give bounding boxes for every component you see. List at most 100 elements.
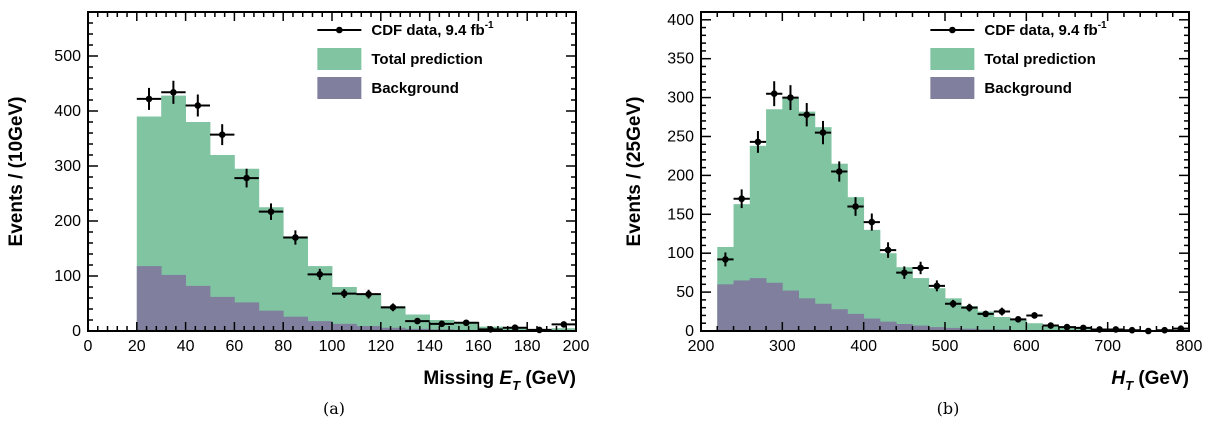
legend-label: Total prediction xyxy=(371,51,482,68)
legend-entry-total-prediction: Total prediction xyxy=(317,48,483,70)
data-point xyxy=(1042,322,1059,329)
legend-swatch xyxy=(317,48,362,70)
data-point xyxy=(307,268,332,280)
marker xyxy=(917,264,924,272)
legend-entry-background: Background xyxy=(930,77,1072,99)
data-point xyxy=(258,203,284,220)
y-tick-label: 400 xyxy=(54,103,81,120)
y-tick-label: 100 xyxy=(667,245,694,262)
marker xyxy=(218,131,226,138)
data-point xyxy=(283,230,308,245)
data-point xyxy=(1026,312,1043,319)
legend-label-main: CDF data, 9.4 fb xyxy=(984,22,1097,39)
data-point xyxy=(896,266,913,279)
histogram-bar xyxy=(847,313,865,331)
histogram-bar xyxy=(1026,323,1043,331)
data-point xyxy=(733,189,750,209)
histogram-bar xyxy=(798,111,816,331)
marker xyxy=(170,89,177,96)
histogram-bar xyxy=(405,328,430,331)
marker xyxy=(365,290,372,298)
panel-caption: (b) xyxy=(937,399,960,418)
data-point xyxy=(405,317,430,325)
histogram-bar xyxy=(782,97,799,332)
marker xyxy=(389,304,397,311)
histogram-bar xyxy=(928,327,946,331)
legend-marker-dot xyxy=(336,26,343,34)
data-point xyxy=(717,252,734,267)
data-points xyxy=(717,81,1189,335)
marker xyxy=(754,138,762,146)
x-tick-label: 120 xyxy=(367,338,394,355)
data-point xyxy=(454,319,479,327)
data-point xyxy=(234,168,259,188)
x-tick-label: 200 xyxy=(688,338,715,355)
histogram-bar xyxy=(831,163,848,331)
histogram-bar xyxy=(283,236,308,331)
marker xyxy=(787,94,794,101)
histogram-bar xyxy=(356,293,382,331)
marker xyxy=(966,304,973,311)
histogram-bar xyxy=(136,266,162,331)
data-point xyxy=(961,303,978,312)
x-tick-label: 40 xyxy=(177,338,195,355)
data-point xyxy=(1075,324,1092,332)
legend-marker-dot xyxy=(949,26,956,34)
histogram-bar xyxy=(766,282,783,331)
x-axis-title-unit: (GeV) xyxy=(520,368,576,389)
marker xyxy=(835,168,843,175)
x-tick-label: 0 xyxy=(84,338,93,355)
x-tick-label: 400 xyxy=(850,338,877,355)
legend-entry-total-prediction: Total prediction xyxy=(930,48,1096,70)
marker xyxy=(722,256,729,263)
x-tick-label: 140 xyxy=(416,338,443,355)
data-point xyxy=(863,213,880,231)
histogram-bar xyxy=(879,321,897,331)
legend-label-superscript: -1 xyxy=(1098,20,1107,31)
histogram-bar xyxy=(912,278,930,331)
y-tick-label: 0 xyxy=(685,323,694,340)
histogram-bar xyxy=(961,328,978,331)
x-tick-label: 160 xyxy=(465,338,492,355)
x-axis-title-variable: H xyxy=(1111,368,1126,389)
marker xyxy=(884,246,892,254)
data-point xyxy=(1058,323,1076,331)
series-total-prediction xyxy=(717,97,1190,332)
series-background xyxy=(136,266,577,331)
histogram-bar xyxy=(977,311,995,331)
marker xyxy=(438,320,446,328)
histogram-bar xyxy=(258,310,284,331)
marker xyxy=(1047,322,1055,329)
legend-swatch xyxy=(930,77,975,99)
data-point xyxy=(847,197,864,216)
histogram-bar xyxy=(161,274,186,331)
y-tick-label: 300 xyxy=(667,90,694,107)
histogram-bar xyxy=(749,278,767,331)
marker xyxy=(267,208,275,215)
x-tick-label: 500 xyxy=(932,338,959,355)
legend-entry-data: CDF data, 9.4 fb-1 xyxy=(317,20,494,39)
y-tick-label: 500 xyxy=(54,48,81,65)
data-point xyxy=(814,120,832,145)
data-point xyxy=(185,94,210,117)
panel-caption: (a) xyxy=(323,399,345,418)
data-point xyxy=(551,321,576,328)
data-point xyxy=(912,261,929,275)
marker xyxy=(949,300,957,308)
histogram-bar xyxy=(551,328,577,331)
marker xyxy=(145,95,153,103)
marker xyxy=(982,310,989,318)
marker xyxy=(901,269,908,276)
x-axis-title: HT (GeV) xyxy=(1111,368,1189,393)
histogram-bar xyxy=(945,327,962,331)
histogram-bar xyxy=(782,290,799,331)
histogram-bar xyxy=(863,318,881,331)
data-point xyxy=(945,299,962,308)
y-tick-label: 200 xyxy=(54,213,81,230)
histogram-bar xyxy=(283,316,308,331)
legend-entry-background: Background xyxy=(317,77,459,99)
x-tick-label: 80 xyxy=(274,338,292,355)
histogram-bar xyxy=(961,306,978,331)
histogram-bar xyxy=(993,316,1011,331)
